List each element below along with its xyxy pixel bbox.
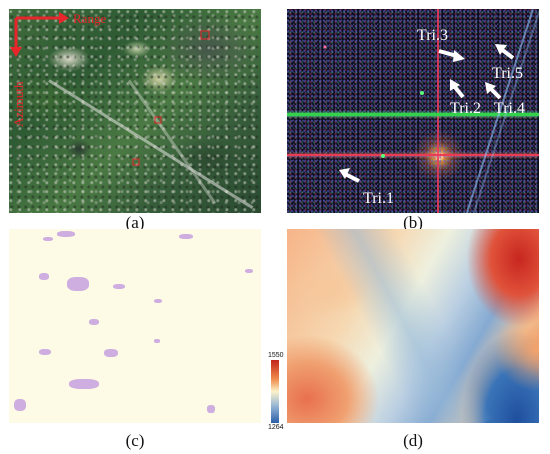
panel-a-annotations: Range Azimuth <box>10 11 210 166</box>
change-blob <box>14 399 26 411</box>
panel-d-elevation-map <box>287 229 539 423</box>
range-label: Range <box>73 11 106 26</box>
region-box <box>132 158 140 166</box>
caption-b: (b) <box>403 213 423 232</box>
tri2-arrow <box>452 84 465 99</box>
change-blob <box>154 299 162 303</box>
change-blob <box>43 237 53 241</box>
azimuth-label: Azimuth <box>11 81 26 127</box>
azimuth-arrow-head <box>10 47 22 57</box>
point-target <box>420 91 424 95</box>
change-blob <box>113 284 125 289</box>
colorbar-min: 1264 <box>268 424 284 431</box>
region-box <box>200 30 210 40</box>
speckle-noise <box>287 9 539 213</box>
point-target <box>381 154 385 158</box>
tri5-arrow-head <box>495 44 507 55</box>
panel-c-change-map <box>9 229 261 423</box>
tri4-label: Tri.4 <box>494 100 525 117</box>
caption-c: (c) <box>125 431 145 450</box>
tri3-label: Tri.3 <box>417 27 448 44</box>
panel-a-sar-image: Range Azimuth <box>9 9 261 213</box>
change-blob <box>57 231 75 237</box>
range-arrow-head <box>59 12 69 24</box>
tri2-arrow-head <box>450 79 460 91</box>
point-target <box>323 45 327 49</box>
change-blob <box>207 405 215 413</box>
change-blob <box>245 269 253 273</box>
caption-d: (d) <box>403 431 423 450</box>
change-blob <box>69 379 99 389</box>
change-blob <box>179 234 193 239</box>
tri3-arrow-head <box>453 50 465 62</box>
change-blob <box>89 319 99 325</box>
change-blob <box>154 339 160 343</box>
vertical-sidelobe <box>437 9 439 213</box>
horizontal-sidelobe-red <box>287 154 539 156</box>
tri5-label: Tri.5 <box>492 65 523 82</box>
panel-b-scatterer-image: Tri.1 Tri.3 Tri.5 Tri.2 Tri.4 <box>287 9 539 213</box>
change-blob <box>104 349 118 357</box>
change-blob <box>39 273 49 280</box>
tri2-label: Tri.2 <box>450 100 481 117</box>
terrain-texture <box>9 9 261 213</box>
caption-a: (a) <box>125 213 145 232</box>
horizontal-sidelobe-green <box>287 113 539 116</box>
valley-band <box>310 229 494 423</box>
region-box <box>154 116 162 124</box>
tri1-arrow <box>344 172 360 183</box>
colorbar-max: 1550 <box>268 352 284 359</box>
tri1-arrow-head <box>339 168 350 179</box>
change-blob <box>67 277 89 291</box>
change-blob <box>39 349 51 355</box>
tri4-arrow-head <box>485 82 496 94</box>
tri1-label: Tri.1 <box>363 190 394 207</box>
elevation-colorbar <box>271 360 279 423</box>
panel-b-annotations: Tri.1 Tri.3 Tri.5 Tri.2 Tri.4 <box>323 27 525 207</box>
